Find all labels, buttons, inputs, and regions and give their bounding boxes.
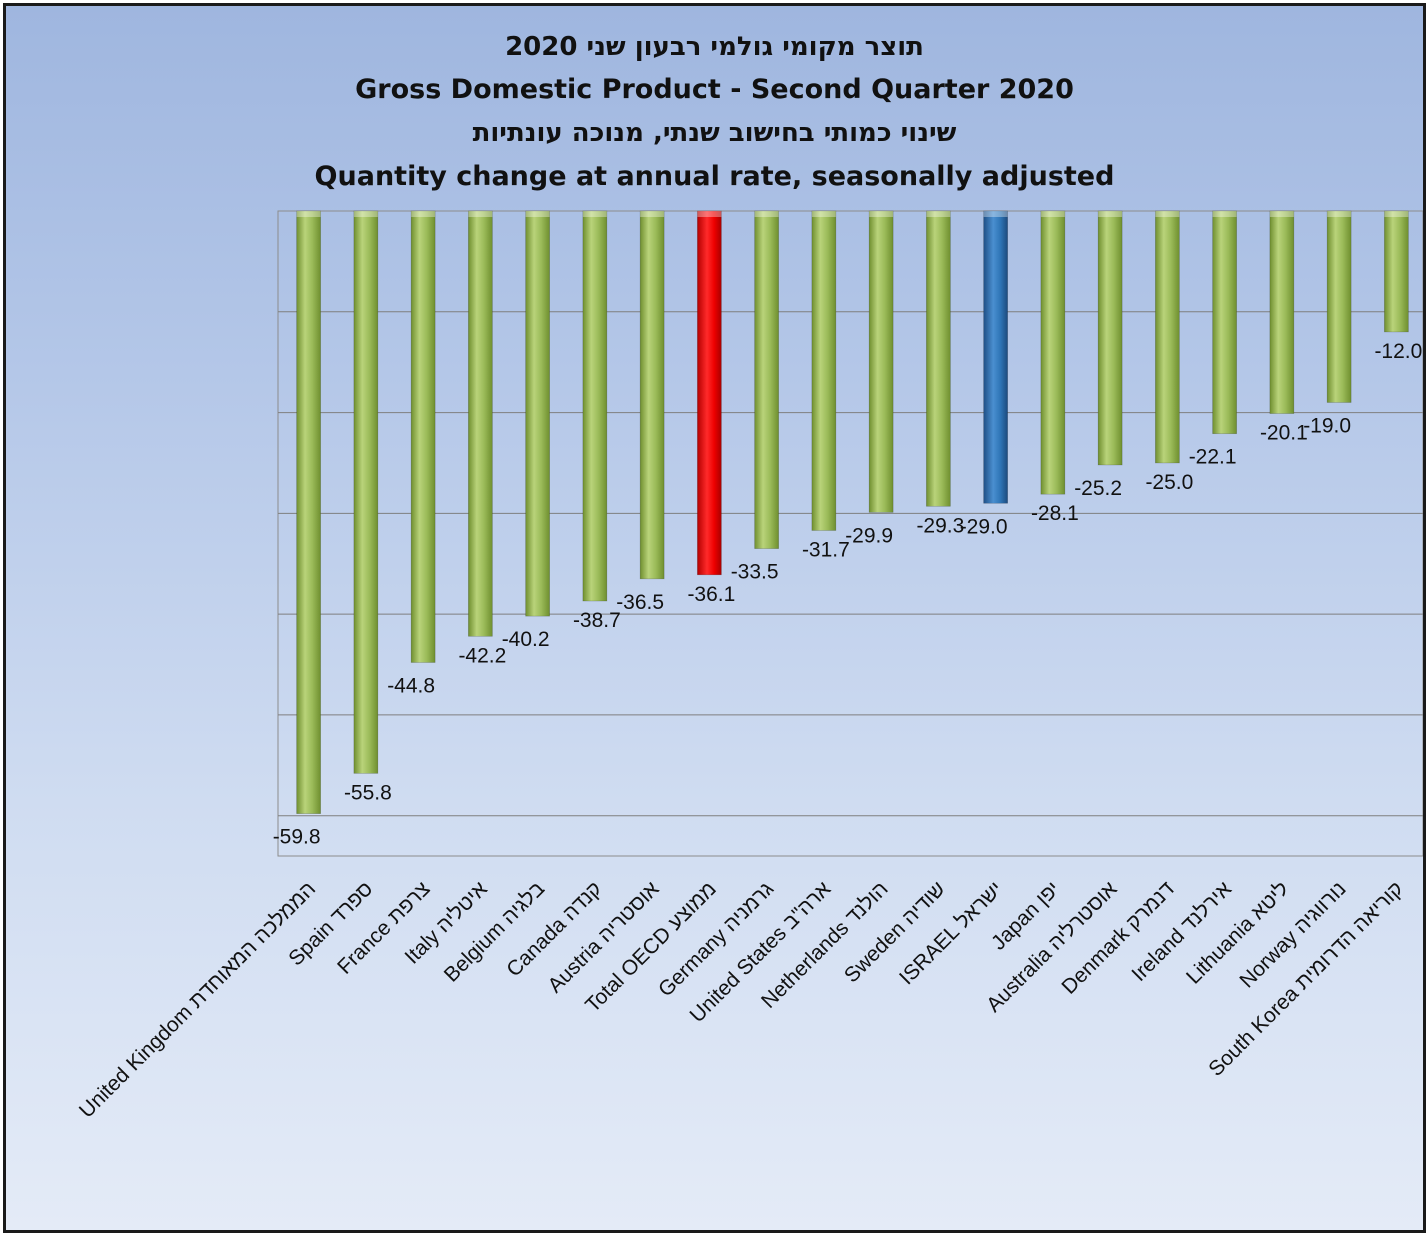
bar-cap (582, 211, 607, 217)
bar (983, 210, 1008, 504)
data-label: -29.0 (960, 515, 1008, 538)
bar (525, 210, 550, 617)
data-label: -25.0 (1145, 471, 1193, 494)
bar-cap (926, 211, 951, 217)
category-label: Sweden שודיה (840, 877, 950, 987)
bar (1040, 210, 1066, 495)
data-label: -25.2 (1074, 477, 1122, 500)
bar (754, 210, 779, 549)
bar (639, 210, 665, 580)
bar-cap (411, 211, 436, 217)
data-label: -22.1 (1189, 446, 1237, 469)
bar-cap (754, 211, 779, 217)
data-label: -29.3 (916, 514, 964, 537)
title-hebrew: תוצר מקומי גולמי רבעון שני 2020 (505, 32, 924, 62)
bar (811, 210, 837, 531)
data-label: -36.5 (616, 591, 664, 614)
category-label: ISRAEL ישראל (895, 877, 1007, 989)
bar (697, 210, 722, 576)
bars (296, 210, 1409, 814)
bar (868, 210, 894, 513)
bar-cap (869, 211, 894, 217)
bar (1326, 210, 1352, 403)
data-label: -55.8 (344, 781, 392, 804)
plot-border (277, 210, 1423, 857)
bar-cap (983, 211, 1008, 217)
category-label: Belgium בלגיה (440, 877, 549, 986)
bar (1097, 210, 1123, 466)
bar-cap (1384, 211, 1409, 217)
data-label: -42.2 (458, 644, 506, 667)
data-label: -40.2 (502, 628, 550, 651)
bar-cap (353, 211, 378, 217)
bar (353, 210, 379, 774)
bar-chart: -59.8 -55.8 -44.8 -42.2-40.2 -38.7-36.5 -36.1… (75, 210, 1423, 1123)
bar (582, 210, 608, 602)
bar (410, 210, 436, 663)
data-label: -59.8 (273, 826, 321, 849)
bar-cap (1327, 211, 1352, 217)
data-label: -33.5 (731, 561, 779, 584)
category-label: Lithuania ליטא (1182, 877, 1293, 988)
bar-cap (1155, 211, 1180, 217)
bar-cap (811, 211, 836, 217)
category-label: United Kingdom הממלכה המאוחדת (75, 877, 320, 1122)
bar-cap (640, 211, 665, 217)
category-label: Ireland אירלנד (1127, 877, 1236, 986)
bar (1384, 210, 1409, 333)
title-english: Gross Domestic Product - Second Quarter … (355, 74, 1074, 105)
data-label: -20.1 (1260, 422, 1308, 445)
subtitle-hebrew: שינוי כמותי בחישוב שנתי, מנוכה עונתיות (472, 118, 957, 148)
bar (296, 210, 321, 814)
chart-frame: תוצר מקומי גולמי רבעון שני 2020 Gross Do… (3, 3, 1426, 1233)
bar-cap (1098, 211, 1123, 217)
data-label: -12.0 (1374, 340, 1422, 363)
bar (926, 210, 951, 507)
bar (1155, 210, 1180, 464)
bar-cap (525, 211, 550, 217)
data-label: -29.9 (845, 524, 893, 547)
bar-cap (296, 211, 321, 217)
data-label: -44.8 (387, 675, 435, 698)
bar-cap (1040, 211, 1065, 217)
bar-cap (1212, 211, 1237, 217)
bar-cap (468, 211, 493, 217)
bar (468, 210, 493, 637)
subtitle-english: Quantity change at annual rate, seasonal… (314, 161, 1115, 192)
data-label: -31.7 (802, 538, 850, 561)
bar-cap (697, 211, 722, 217)
data-label: -28.1 (1031, 502, 1079, 525)
data-label: -36.1 (687, 583, 735, 606)
data-labels: -59.8 -55.8 -44.8 -42.2-40.2 -38.7-36.5 -36.1… (273, 340, 1423, 849)
bar (1212, 210, 1237, 435)
bar (1269, 210, 1295, 414)
data-label: -19.0 (1303, 414, 1351, 437)
data-label: -38.7 (573, 609, 621, 632)
bar-cap (1269, 211, 1294, 217)
